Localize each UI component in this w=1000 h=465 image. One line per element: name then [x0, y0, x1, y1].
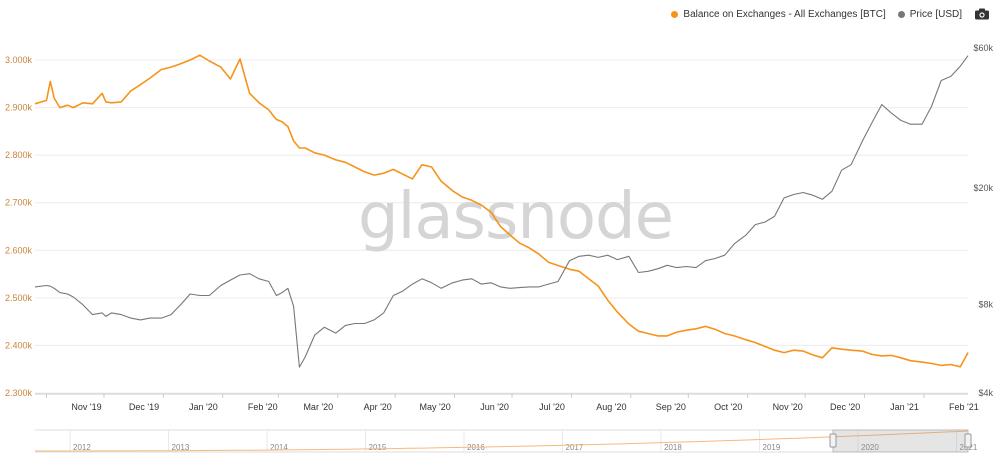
legend-item-price[interactable]: Price [USD]	[897, 8, 962, 20]
x-tick-label: Oct '20	[714, 402, 742, 412]
left-axis: 2.300k 2.400k 2.500k 2.600k 2.700k 2.800k 2.90…	[5, 55, 33, 398]
navigator-selection	[832, 429, 969, 453]
legend: Balance on Exchanges - All Exchanges [BT…	[671, 8, 990, 20]
x-tick-label: May '20	[420, 402, 451, 412]
legend-dot-balance	[671, 10, 679, 18]
legend-label-price: Price [USD]	[909, 8, 962, 20]
navigator-tick-label: 2012	[73, 443, 91, 452]
left-tick-label: 2.300k	[5, 388, 33, 398]
navigator-tick-label: 2019	[763, 443, 781, 452]
legend-label-balance: Balance on Exchanges - All Exchanges [BT…	[683, 8, 886, 20]
x-tick-label: Nov '20	[773, 402, 803, 412]
navigator-tick-label: 2015	[369, 443, 387, 452]
series-lines	[34, 54, 969, 368]
x-axis: Nov '19 Dec '19 Jan '20 Feb '20 Mar '20 Apr '…	[35, 393, 979, 412]
right-tick-label: $4k	[978, 388, 993, 398]
x-tick-label: Jan '21	[890, 402, 919, 412]
left-tick-label: 2.900k	[5, 103, 33, 113]
left-tick-label: 2.500k	[5, 293, 33, 303]
watermark: glassnode	[358, 180, 673, 254]
right-axis: $4k $8k $20k $60k	[973, 43, 993, 398]
navigator-series	[35, 430, 969, 452]
legend-dot-price	[897, 10, 905, 18]
x-tick-label: Dec '20	[830, 402, 860, 412]
left-tick-label: 2.700k	[5, 198, 33, 208]
left-tick-label: 3.000k	[5, 55, 33, 65]
x-tick-label: Apr '20	[364, 402, 392, 412]
navigator-tick-label: 2014	[270, 443, 288, 452]
x-tick-label: Sep '20	[656, 402, 686, 412]
x-tick-label: Feb '21	[949, 402, 979, 412]
balance-line	[34, 54, 969, 368]
x-tick-label: Jan '20	[189, 402, 218, 412]
navigator-handle-right	[964, 433, 972, 448]
navigator-tick-label: 2013	[172, 443, 190, 452]
left-tick-label: 2.800k	[5, 150, 33, 160]
left-tick-label: 2.600k	[5, 245, 33, 255]
right-tick-label: $20k	[973, 183, 993, 193]
x-tick-label: Mar '20	[303, 402, 333, 412]
grid-lines	[35, 59, 968, 394]
camera-icon[interactable]	[974, 8, 990, 20]
navigator-tick-label: 2020	[861, 443, 879, 452]
legend-item-balance[interactable]: Balance on Exchanges - All Exchanges [BT…	[671, 8, 886, 20]
x-tick-label: Nov '19	[71, 402, 101, 412]
navigator-handle-left	[829, 433, 837, 448]
navigator-tick-label: 2017	[566, 443, 584, 452]
x-tick-label: Aug '20	[596, 402, 626, 412]
navigator-tick-label: 2018	[664, 443, 682, 452]
x-tick-label: Dec '19	[129, 402, 159, 412]
right-tick-label: $60k	[973, 43, 993, 53]
x-tick-label: Feb '20	[248, 402, 278, 412]
left-tick-label: 2.400k	[5, 340, 33, 350]
right-tick-label: $8k	[978, 300, 993, 310]
x-tick-label: Jun '20	[480, 402, 509, 412]
navigator[interactable]: 2012201320142015201620172018201920202021	[35, 429, 978, 453]
x-tick-label: Jul '20	[539, 402, 565, 412]
price-line	[34, 55, 969, 368]
